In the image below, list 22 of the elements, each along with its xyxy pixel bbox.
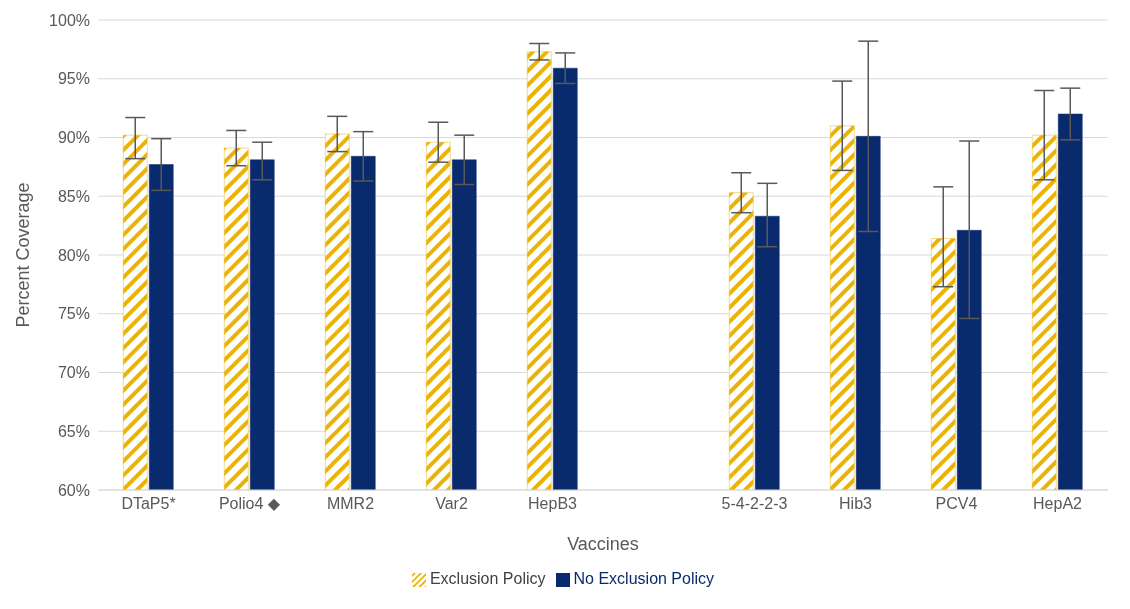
y-tick-label: 85% — [57, 187, 90, 205]
legend-label: No Exclusion Policy — [573, 570, 715, 587]
y-tick-label: 100% — [49, 11, 90, 29]
y-tick-label: 90% — [57, 129, 90, 147]
y-tick-label: 65% — [57, 422, 90, 440]
y-tick-label: 70% — [57, 364, 90, 382]
legend-label: Exclusion Policy — [429, 570, 546, 587]
y-tick-label: 75% — [57, 305, 90, 323]
x-tick-label: Hib3 — [839, 495, 873, 513]
y-tick-label: 80% — [57, 246, 90, 264]
y-tick-label: 60% — [57, 481, 90, 499]
x-tick-label: Polio4 ◆ — [218, 495, 281, 513]
x-tick-label: DTaP5* — [121, 495, 176, 513]
y-axis-title: Percent Coverage — [13, 182, 34, 328]
x-tick-label: HepB3 — [528, 495, 578, 513]
x-tick-label: Var2 — [435, 495, 468, 513]
x-tick-label: PCV4 — [935, 495, 978, 513]
y-tick-label: 95% — [57, 70, 90, 88]
x-tick-label: 5-4-2-2-3 — [721, 495, 788, 513]
x-tick-label: MMR2 — [326, 495, 375, 513]
x-axis-title: Vaccines — [567, 534, 639, 554]
x-tick-label: HepA2 — [1033, 495, 1083, 513]
